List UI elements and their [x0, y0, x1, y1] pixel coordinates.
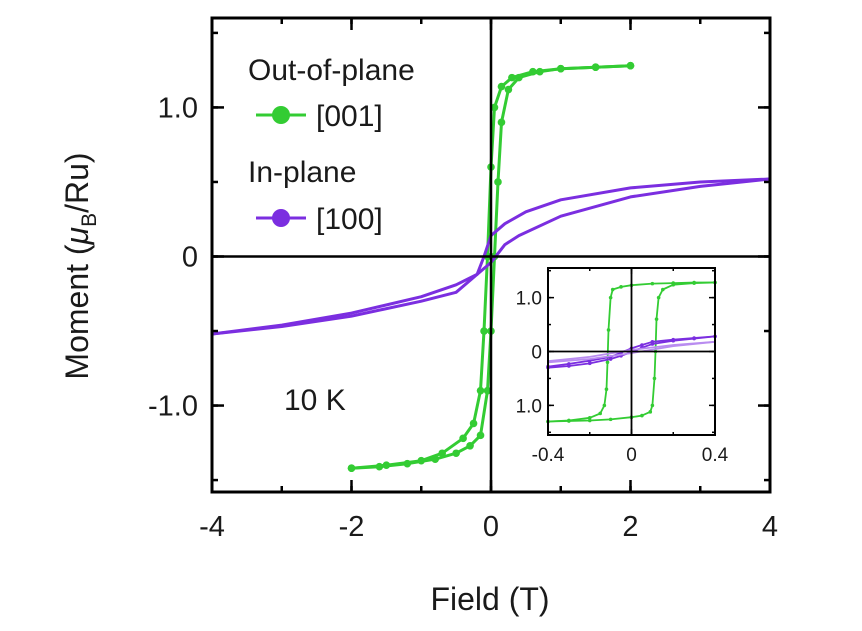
main-y-tick-label: 1.0	[158, 92, 198, 124]
main-series-0-point	[494, 178, 502, 186]
inset-series-layer	[546, 280, 717, 424]
main-series-0-point	[459, 434, 467, 443]
main-y-tick-label: 0	[182, 241, 198, 273]
legend-label-001: [001]	[316, 100, 383, 133]
inset-series-1-point	[650, 340, 655, 344]
y-axis-title-prefix: Moment (	[59, 244, 95, 379]
main-series-0-point	[452, 449, 460, 458]
main-series-0-point	[626, 61, 635, 70]
main-series-0-point	[469, 419, 478, 428]
main-series-0-point	[497, 118, 506, 127]
main-x-tick-label: 4	[762, 511, 778, 543]
main-series-0-point	[480, 327, 488, 335]
inset-series-0-point	[656, 295, 661, 300]
main-series-0-point	[417, 456, 426, 465]
inset-x-tick-label: 0	[626, 445, 637, 466]
inset-series-0-point	[650, 281, 655, 286]
main-series-0-point	[497, 82, 506, 91]
inset-series-0-point	[608, 295, 613, 300]
inset-series-0-point	[587, 415, 592, 420]
main-series-0-point	[529, 67, 537, 76]
main-series-0-point	[591, 63, 600, 71]
main-x-tick-label: -2	[339, 511, 365, 543]
inset-series-1-point	[587, 361, 592, 366]
inset-series-0-point	[654, 317, 659, 321]
inset-series-0-branch-0	[547, 281, 715, 423]
main-axes-layer: -4 -2 0 2 4 -1.0 0 1.0	[148, 16, 778, 543]
inset-plot: -0.4 0 0.4 1.0 0 1.0	[516, 267, 729, 466]
inset-series-0-point	[640, 413, 644, 418]
inset-series-0-point	[608, 417, 613, 422]
main-series-0-point	[490, 103, 499, 112]
main-series-0-point	[438, 449, 446, 458]
inset-series-0-point	[604, 387, 609, 392]
inset-series-0-point	[671, 282, 676, 287]
main-series-0-point	[476, 386, 485, 395]
main-series-0-point	[466, 441, 474, 450]
inset-series-0-point	[648, 410, 653, 414]
legend-heading-in-plane: In-plane	[248, 156, 356, 189]
inset-series-0-point	[605, 360, 610, 365]
main-series-0-point	[504, 85, 513, 94]
temperature-annotation: 10 K	[284, 384, 346, 417]
inset-series-0-point	[598, 411, 602, 416]
main-series-0-point	[382, 461, 391, 469]
inset-series-0-point	[567, 419, 571, 423]
inset-series-0-point	[650, 403, 655, 408]
inset-series-1-point	[671, 337, 676, 342]
inset-x-tick-label: -0.4	[532, 445, 565, 466]
inset-series-0-point	[610, 287, 615, 292]
inset-series-0-point	[661, 287, 665, 292]
y-axis-title-suffix: /Ru)	[59, 152, 95, 212]
legend-heading-out-of-plane: Out-of-plane	[248, 54, 415, 87]
main-series-0-point	[556, 64, 565, 73]
main-series-1-branch-1	[211, 177, 771, 336]
inset-axes-layer: -0.4 0 0.4 1.0 0 1.0	[516, 267, 729, 466]
y-axis-title-subscript: B	[78, 213, 101, 227]
inset-series-0-branch-1	[547, 281, 716, 423]
inset-series-1-point	[567, 362, 571, 366]
main-series-0-point	[476, 431, 485, 440]
inset-series-0-point	[587, 418, 592, 423]
inset-series-0-point	[602, 403, 607, 408]
inset-series-1-point	[692, 336, 696, 340]
main-y-tick-label: -1.0	[148, 391, 198, 423]
main-series-0-point	[483, 386, 492, 395]
inset-series-0-point	[606, 328, 611, 332]
main-x-tick-label: 0	[483, 511, 499, 543]
legend-marker-001	[272, 106, 290, 124]
inset-series-0-point	[652, 376, 657, 381]
main-series-0-point	[508, 73, 516, 82]
y-axis-title-mu: μ	[59, 226, 95, 245]
inset-y-tick-label: 1.0	[516, 396, 542, 417]
main-series-0-point	[347, 464, 356, 472]
inset-series-0-point	[692, 281, 696, 285]
inset-series-1-point	[640, 343, 644, 347]
legend: Out-of-plane [001] In-plane [100]	[248, 54, 415, 236]
main-x-tick-label: -4	[199, 511, 225, 543]
inset-y-tick-label: 0	[531, 343, 542, 364]
x-axis-title: Field (T)	[430, 581, 549, 617]
main-plot: -4 -2 0 2 4 -1.0 0 1.0	[148, 16, 778, 543]
main-x-tick-label: 2	[622, 511, 638, 543]
legend-label-100: [100]	[316, 203, 383, 236]
main-series-layer	[211, 61, 771, 472]
y-axis-title: Moment (μB/Ru)	[59, 152, 101, 379]
legend-marker-100	[272, 209, 290, 227]
inset-series-0-point	[619, 285, 623, 289]
inset-x-tick-label: 0.4	[702, 445, 729, 466]
inset-y-tick-label: 1.0	[516, 289, 542, 310]
